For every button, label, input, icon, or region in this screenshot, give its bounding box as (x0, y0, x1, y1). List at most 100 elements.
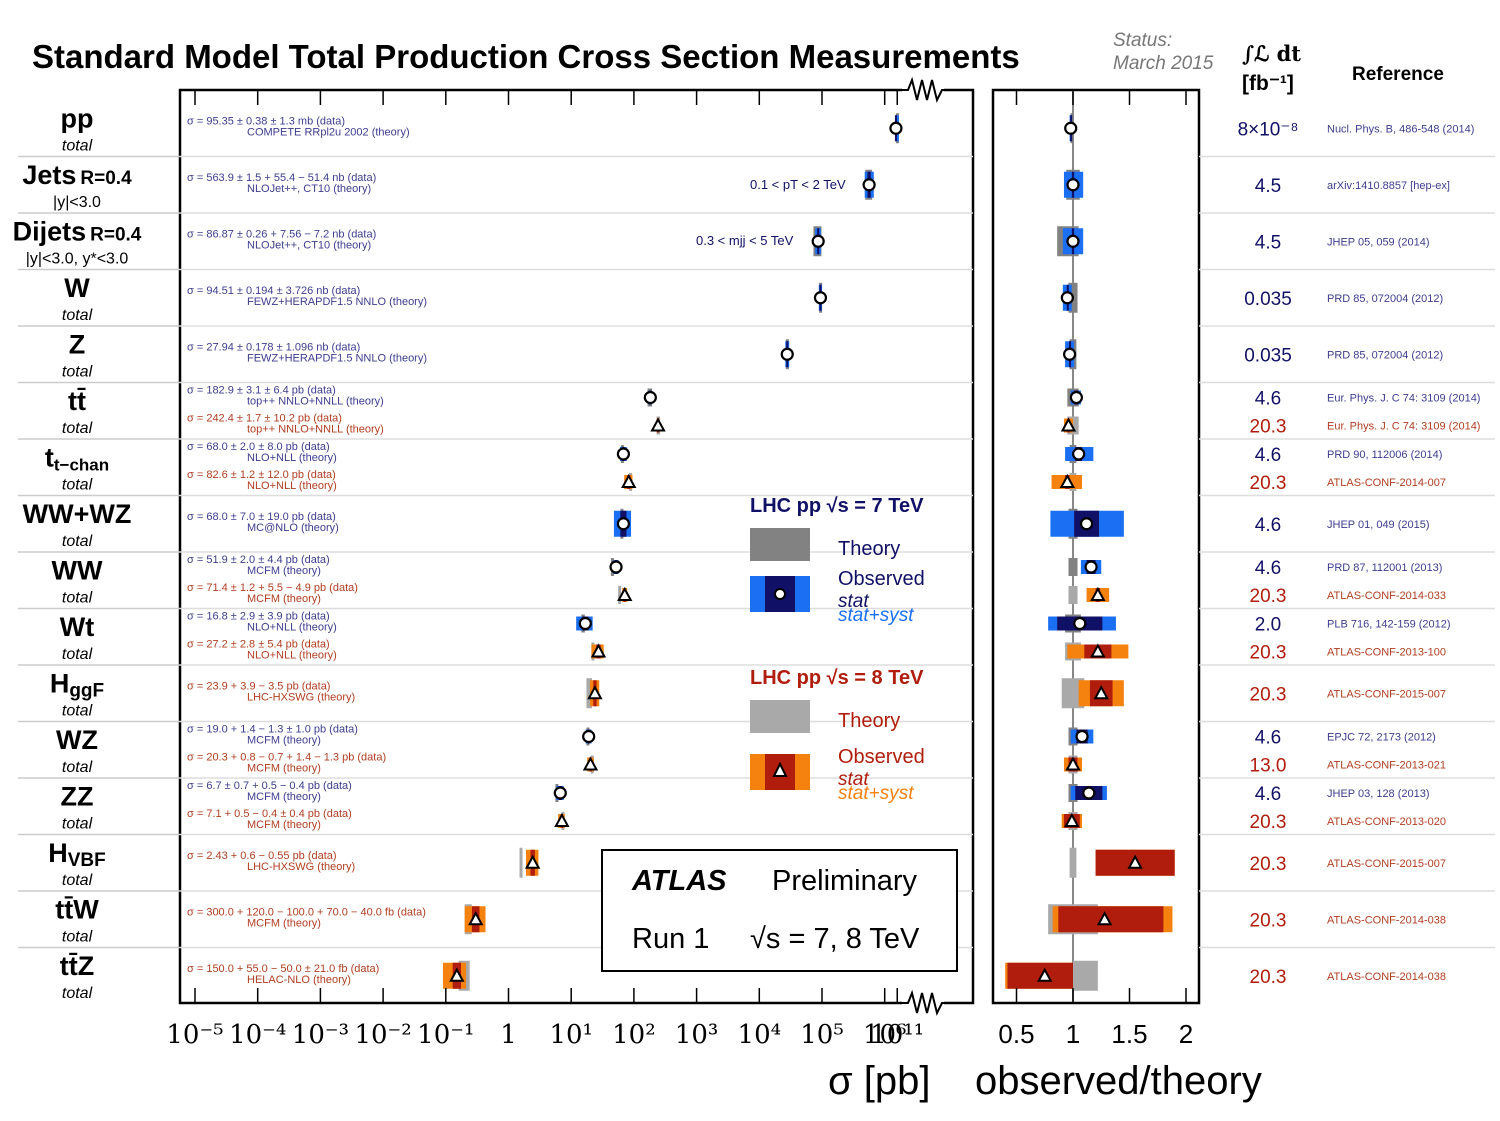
process-sub-hvbf: VBF (68, 850, 106, 871)
data-point-jets (862, 178, 876, 192)
ratio-stat-band-ttw (1058, 906, 1164, 933)
lumi-value-tt: 20.3 (1250, 417, 1287, 438)
measurement-text-hvbf: σ = 2.43 + 0.6 − 0.55 pb (data) (187, 850, 337, 862)
process-note-wwwz: total (62, 533, 93, 550)
theory-text-tt: top++ NNLO+NNLL (theory) (247, 424, 384, 436)
process-label-ttz: tt̄Z (60, 951, 94, 981)
process-label-wwwz: WW+WZ (23, 499, 132, 529)
atlas-run: Run 1 (632, 923, 709, 955)
main-plot-frame (178, 88, 975, 1005)
theory-text-wz: MCFM (theory) (247, 763, 321, 775)
data-point-tt (643, 390, 657, 405)
measurement-text-wz: σ = 19.0 + 1.4 − 1.3 ± 1.0 pb (data) (187, 724, 358, 736)
theory-text-jets: NLOJet++, CT10 (theory) (247, 183, 371, 195)
legend7-stat-label: stat (838, 591, 869, 612)
process-note-tt: total (62, 420, 93, 437)
lumi-value-hvbf: 20.3 (1250, 854, 1287, 875)
process-note-wt: total (62, 646, 93, 663)
ratio-tick-label: 2 (1179, 1019, 1193, 1049)
legend7-statsyst-label: stat+syst (838, 605, 914, 626)
legend8-observed-label: Observed (838, 746, 925, 768)
data-point-zz (553, 786, 567, 800)
process-note-ttz: total (62, 985, 93, 1002)
x-tick-label: 10⁻¹ (417, 1020, 474, 1050)
lumi-value-tchan: 4.6 (1255, 445, 1281, 466)
measurement-text-pp: σ = 95.35 ± 0.38 ± 1.3 mb (data) (187, 115, 345, 127)
data-point-zz (554, 812, 570, 827)
ratio-point-wwwz (1079, 517, 1094, 531)
atlas-box: ATLAS Preliminary Run 1 √s = 7, 8 TeV (601, 849, 958, 972)
ratio-point-hggf (1093, 685, 1109, 700)
process-note-tchan: total (62, 476, 93, 493)
process-note-zz: total (62, 815, 93, 832)
reference-z: PRD 85, 072004 (2012) (1327, 349, 1443, 361)
ratio-point-dijets (1066, 234, 1080, 248)
process-note-ttw: total (62, 928, 93, 945)
reference-ww: PRD 87, 112001 (2013) (1327, 562, 1442, 574)
axis-break-top (898, 76, 950, 103)
theory-text-hggf: LHC-HXSWG (theory) (247, 691, 355, 703)
ratio-point-wz (1065, 756, 1081, 771)
data-point-wwwz (616, 517, 630, 531)
process-label-tchan: tt−chan (45, 442, 109, 474)
ratio-point-wt (1090, 643, 1106, 658)
process-label-w: W (64, 273, 90, 303)
data-point-wt (590, 643, 607, 658)
data-point-ww (617, 586, 633, 601)
ratio-theory-band-hvbf (1069, 847, 1077, 878)
legend8-statsyst-label: stat+syst (838, 783, 914, 804)
measurement-text-tchan: σ = 68.0 ± 2.0 ± 8.0 pb (data) (187, 441, 330, 453)
status-date: March 2015 (1113, 53, 1214, 74)
theory-text-wwwz: MC@NLO (theory) (247, 522, 339, 534)
lumi-value-pp: 8×10⁻⁸ (1238, 119, 1299, 140)
measurement-text-dijets: σ = 86.87 ± 0.26 + 7.56 − 7.2 nb (data) (187, 228, 376, 240)
measurement-text-jets: σ = 563.9 ± 1.5 + 55.4 − 51.4 nb (data) (187, 172, 376, 184)
theory-text-tchan: NLO+NLL (theory) (247, 480, 337, 492)
ratio-theory-band-ww (1068, 558, 1078, 576)
data-point-wt (578, 616, 592, 631)
theory-text-ww: MCFM (theory) (247, 565, 321, 577)
ratio-plot-frame (991, 88, 1201, 1005)
reference-zz: JHEP 03, 128 (2013) (1327, 788, 1430, 800)
process-sub-dijets: R=0.4 (90, 224, 142, 245)
process-note-pp: total (62, 137, 93, 154)
ratio-stat-band-ttz (1007, 962, 1073, 989)
chart-title: Standard Model Total Production Cross Se… (32, 38, 1020, 75)
ratio-point-ttz (1037, 967, 1053, 982)
theory-text-wt: NLO+NLL (theory) (247, 622, 337, 634)
reference-tt: Eur. Phys. J. C 74: 3109 (2014) (1327, 421, 1480, 433)
reference-tt: Eur. Phys. J. C 74: 3109 (2014) (1327, 393, 1480, 405)
ratio-point-ww (1084, 560, 1098, 574)
ratio-point-hvbf (1127, 854, 1143, 869)
process-label-z: Z (69, 329, 86, 359)
x-axis-label: σ [pb] (828, 1059, 931, 1103)
lumi-value-jets: 4.5 (1255, 176, 1281, 197)
x-tick-label: 10¹¹ (870, 1020, 924, 1050)
ratio-point-z (1063, 347, 1077, 361)
legend7-marker (774, 588, 786, 600)
measurement-text-hggf: σ = 23.9 + 3.9 − 3.5 pb (data) (187, 680, 330, 692)
x-tick-label: 10⁻² (354, 1020, 411, 1050)
measurement-text-tt: σ = 182.9 ± 3.1 ± 6.4 pb (data) (187, 385, 336, 397)
reference-hggf: ATLAS-CONF-2015-007 (1327, 688, 1446, 700)
ratio-point-tchan (1072, 447, 1086, 461)
process-label-wt: Wt (60, 612, 94, 642)
reference-wt: ATLAS-CONF-2013-100 (1327, 647, 1446, 659)
reference-wz: ATLAS-CONF-2013-021 (1327, 760, 1446, 772)
theory-text-w: FEWZ+HERAPDF1.5 NNLO (theory) (247, 296, 427, 308)
legend8-title: LHC pp √s = 8 TeV (750, 667, 924, 689)
ratio-point-tchan (1059, 473, 1076, 488)
lumi-unit: [fb⁻¹] (1242, 72, 1294, 95)
process-note-wz: total (62, 759, 93, 776)
reference-zz: ATLAS-CONF-2013-020 (1327, 816, 1446, 828)
theory-band-hvbf (519, 847, 523, 878)
x-tick-label: 10³ (675, 1020, 719, 1050)
process-label-dijets: Dijets R=0.4 (13, 216, 142, 246)
data-point-tt (650, 417, 666, 432)
legend-7tev: LHC pp √s = 7 TeV Theory Observed stat s… (750, 495, 925, 626)
legend-8tev: LHC pp √s = 8 TeV Theory Observed stat s… (750, 667, 925, 804)
theory-text-tt: top++ NNLO+NNLL (theory) (247, 396, 384, 408)
data-point-tchan (621, 473, 637, 488)
x-tick-label: 1 (500, 1020, 517, 1050)
theory-band-hggf (586, 678, 593, 709)
